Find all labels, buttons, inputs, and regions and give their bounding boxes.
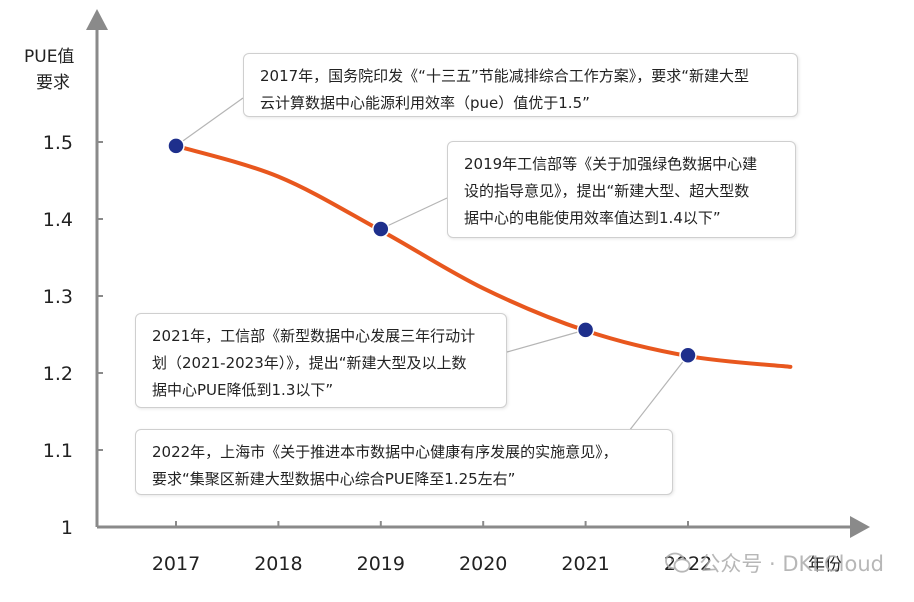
- annotation-connector: [628, 354, 689, 432]
- annotation-connector: [380, 197, 448, 230]
- annotation-2019-line: 设的指导意见》，提出“新建大型、超大型数: [464, 182, 750, 200]
- y-tick-label: 1.2: [43, 363, 73, 385]
- y-tick-label: 1.5: [43, 132, 73, 154]
- axes: [86, 9, 870, 538]
- annotation-2022: 2022年，上海市《关于推进本市数据中心健康有序发展的实施意见》， 要求“集聚区…: [135, 429, 673, 495]
- x-tick-label: 2020: [459, 553, 507, 575]
- annotation-2022-line: 要求“集聚区新建大型数据中心综合PUE降至1.25左右”: [152, 470, 516, 488]
- y-axis-arrow: [86, 9, 108, 30]
- annotation-2019: 2019年工信部等《关于加强绿色数据中心建 设的指导意见》，提出“新建大型、超大…: [447, 141, 796, 238]
- y-tick-labels: 1 1.1 1.2 1.3 1.4 1.5: [43, 132, 103, 539]
- annotation-2021-line: 2021年，工信部《新型数据中心发展三年行动计: [152, 327, 476, 345]
- wechat-icon: [665, 552, 691, 573]
- x-tick-label: 2021: [561, 553, 609, 575]
- x-tick-label: 2019: [357, 553, 405, 575]
- y-axis-title: PUE值 要求: [24, 47, 74, 93]
- y-tick-label: 1: [61, 517, 73, 539]
- y-axis-title-line-1: PUE值: [24, 47, 74, 67]
- x-tick-labels: 201720182019202020212022: [152, 521, 712, 575]
- annotation-2017: 2017年，国务院印发《“十三五”节能减排综合工作方案》，要求“新建大型 云计算…: [243, 53, 798, 117]
- annotation-connectors: [175, 97, 689, 432]
- y-axis-title-line-2: 要求: [36, 73, 70, 93]
- annotation-2019-line: 2019年工信部等《关于加强绿色数据中心建: [464, 155, 758, 173]
- x-tick-label: 2017: [152, 553, 200, 575]
- data-point-2019: [372, 220, 390, 238]
- x-axis-arrow: [850, 516, 870, 538]
- x-tick-label: 2018: [254, 553, 302, 575]
- y-tick-label: 1.1: [43, 440, 73, 462]
- data-point-2021: [576, 321, 595, 339]
- series-layer: [167, 137, 793, 369]
- y-tick-label: 1.4: [43, 209, 73, 231]
- annotation-connector: [175, 97, 244, 147]
- annotation-2017-line: 云计算数据中心能源利用效率（pue）值优于1.5”: [260, 94, 590, 112]
- watermark: 公众号 · DKLCloud: [665, 548, 884, 578]
- y-tick-label: 1.3: [43, 286, 73, 308]
- annotation-2021-line: 划（2021-2023年）》，提出“新建大型及以上数: [152, 354, 467, 372]
- x-axis-title: 年份: [808, 555, 842, 575]
- annotation-2017-line: 2017年，国务院印发《“十三五”节能减排综合工作方案》，要求“新建大型: [260, 67, 749, 85]
- watermark-text: 公众号 · DKLCloud: [699, 552, 884, 576]
- annotation-2022-line: 2022年，上海市《关于推进本市数据中心健康有序发展的实施意见》，: [152, 443, 618, 461]
- annotation-2019-line: 据中心的电能使用效率值达到1.4以下”: [464, 209, 721, 227]
- data-point-2022: [679, 346, 697, 365]
- data-point-2017: [167, 137, 185, 155]
- annotation-connector: [506, 329, 586, 353]
- annotation-2021-line: 据中心PUE降低到1.3以下”: [152, 381, 334, 399]
- annotation-2021: 2021年，工信部《新型数据中心发展三年行动计 划（2021-2023年）》，提…: [135, 313, 507, 408]
